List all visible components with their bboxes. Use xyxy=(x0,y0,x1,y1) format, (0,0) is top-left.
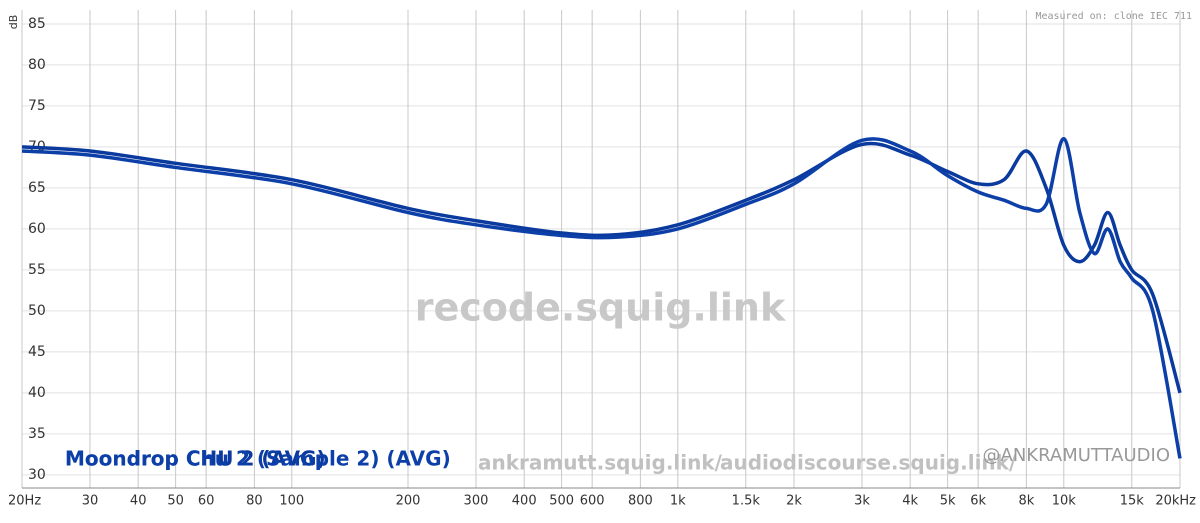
x-tick-label: 15k xyxy=(1120,494,1145,509)
x-tick-label: 200 xyxy=(396,494,421,509)
y-tick-label: 50 xyxy=(28,303,46,319)
watermark: recode.squig.link xyxy=(415,286,786,330)
y-tick-label: 80 xyxy=(28,57,46,73)
y-tick-label: 45 xyxy=(28,344,46,360)
x-tick-label: 1k xyxy=(670,494,686,509)
series-line xyxy=(21,136,1182,459)
x-tick-label: 80 xyxy=(246,494,263,509)
y-axis-label: dB xyxy=(7,15,20,30)
x-tick-label: 300 xyxy=(464,494,489,509)
x-tick-label: 1.5k xyxy=(732,494,761,509)
x-tick-label: 30 xyxy=(82,494,99,509)
x-tick-label: 20kHz xyxy=(1155,494,1196,509)
y-tick-label: 55 xyxy=(28,262,46,278)
x-tick-label: 2k xyxy=(786,494,802,509)
y-tick-label: 75 xyxy=(28,98,46,114)
note: Measured on: clone IEC 711 xyxy=(1035,11,1192,22)
x-tick-label: 800 xyxy=(628,494,653,509)
x-tick-label: 20Hz xyxy=(8,494,41,509)
y-tick-label: 85 xyxy=(28,16,46,32)
y-tick-label: 40 xyxy=(28,385,46,401)
x-tick-label: 40 xyxy=(130,494,147,509)
x-tick-label: 500 xyxy=(549,494,574,509)
x-tick-label: 50 xyxy=(167,494,184,509)
lines: Moondrop CHU 2 (AVG)Moondrop Chu 2 (Samp… xyxy=(21,136,1182,471)
legend-entry: Moondrop CHU 2 (AVG) xyxy=(65,447,326,471)
x-tick-label: 100 xyxy=(279,494,304,509)
y-tick-label: 60 xyxy=(28,221,46,237)
watermark: ankramutt.squig.link/ xyxy=(478,451,723,475)
x-tick-label: 3k xyxy=(854,494,870,509)
y-tick-label: 30 xyxy=(28,467,46,483)
y-tick-label: 65 xyxy=(28,180,46,196)
series-line xyxy=(21,141,1182,394)
x-tick-label: 400 xyxy=(512,494,537,509)
x-tick-label: 4k xyxy=(902,494,918,509)
x-tick-label: 5k xyxy=(940,494,956,509)
watermark: audiodiscourse.squig.link/ xyxy=(720,451,1017,475)
legend-entry: Moondrop Chu 2 (Sample 2) (AVG) xyxy=(65,447,451,471)
x-tick-label: 60 xyxy=(198,494,215,509)
watermark: @ANKRAMUTTAUDIO xyxy=(983,445,1170,466)
y-tick-label: 35 xyxy=(28,426,46,442)
x-tick-label: 8k xyxy=(1018,494,1034,509)
x-tick-label: 10k xyxy=(1052,494,1077,509)
x-tick-label: 600 xyxy=(580,494,605,509)
x-tick-label: 6k xyxy=(970,494,986,509)
